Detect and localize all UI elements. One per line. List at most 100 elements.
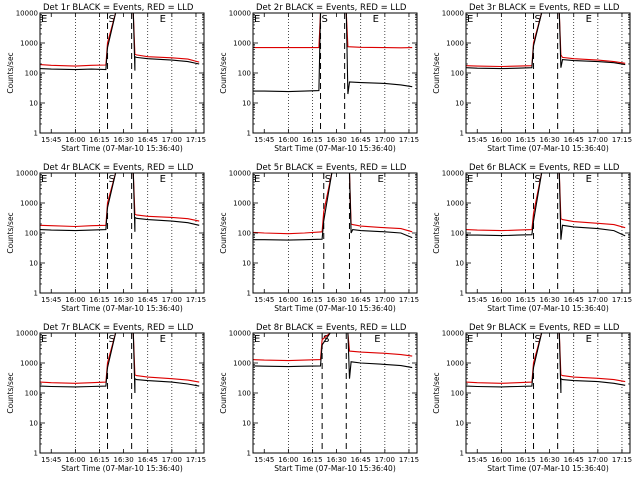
- x-tick-label: 16:45: [564, 296, 584, 304]
- plot-frame: [465, 172, 631, 294]
- x-tick-label: 15:45: [254, 296, 274, 304]
- y-tick-label: 1: [460, 450, 464, 458]
- y-axis-label: Counts/sec: [6, 372, 15, 413]
- y-tick-label: 10: [455, 100, 464, 108]
- x-axis-label: Start Time (07-Mar-10 15:36:40): [274, 464, 396, 473]
- y-tick-label: 1000: [20, 200, 38, 208]
- x-axis-label: Start Time (07-Mar-10 15:36:40): [274, 304, 396, 313]
- x-tick-label: 17:15: [612, 296, 632, 304]
- y-tick-label: 10000: [229, 10, 251, 18]
- end-marker: E: [373, 14, 379, 25]
- y-tick-label: 1000: [20, 360, 38, 368]
- lld-series-line: [253, 13, 413, 49]
- x-tick-label: 16:45: [351, 296, 371, 304]
- y-tick-label: 100: [25, 390, 38, 398]
- y-tick-label: 1: [247, 450, 251, 458]
- events-series-line: [40, 13, 200, 71]
- x-tick-label: 16:45: [564, 136, 584, 144]
- panel-title: Det 9r BLACK = Events, RED = LLD: [469, 323, 620, 333]
- x-tick-label: 16:45: [564, 456, 584, 464]
- x-tick-label: 16:00: [65, 136, 85, 144]
- y-axis-label: Counts/sec: [219, 52, 228, 93]
- x-tick-label: 16:45: [138, 296, 158, 304]
- plot-frame: [465, 12, 631, 134]
- end-marker: E: [467, 14, 473, 25]
- x-tick-label: 16:15: [515, 296, 535, 304]
- y-tick-label: 10: [29, 260, 38, 268]
- x-tick-label: 16:30: [540, 456, 560, 464]
- y-tick-label: 1000: [446, 360, 464, 368]
- y-tick-label: 10000: [16, 10, 38, 18]
- x-tick-label: 17:15: [399, 296, 419, 304]
- y-tick-label: 10000: [442, 10, 464, 18]
- y-tick-label: 100: [238, 390, 251, 398]
- y-tick-label: 1: [247, 130, 251, 138]
- x-tick-label: 16:00: [491, 456, 511, 464]
- y-tick-label: 10: [242, 100, 251, 108]
- plot-frame: [39, 172, 205, 294]
- end-marker: E: [374, 334, 380, 345]
- x-tick-label: 16:30: [114, 456, 134, 464]
- x-tick-label: 16:30: [327, 456, 347, 464]
- y-axis-label: Counts/sec: [432, 212, 441, 253]
- y-tick-label: 100: [238, 70, 251, 78]
- lld-series-line: [40, 13, 200, 67]
- x-tick-label: 16:15: [515, 136, 535, 144]
- x-tick-label: 17:00: [375, 296, 395, 304]
- x-tick-label: 15:45: [467, 456, 487, 464]
- y-axis-label: Counts/sec: [219, 372, 228, 413]
- plot-frame: [465, 332, 631, 454]
- panel-title: Det 5r BLACK = Events, RED = LLD: [256, 163, 407, 173]
- x-tick-label: 16:45: [351, 136, 371, 144]
- y-tick-label: 10: [29, 100, 38, 108]
- y-tick-label: 100: [451, 70, 464, 78]
- x-tick-label: 16:15: [89, 136, 109, 144]
- x-tick-label: 15:45: [254, 456, 274, 464]
- x-tick-label: 17:15: [399, 456, 419, 464]
- x-tick-label: 16:00: [491, 296, 511, 304]
- x-tick-label: 17:00: [162, 456, 182, 464]
- y-tick-label: 10: [242, 420, 251, 428]
- y-tick-label: 1000: [20, 40, 38, 48]
- end-marker: E: [160, 14, 166, 25]
- x-tick-label: 16:00: [65, 296, 85, 304]
- y-tick-label: 1000: [446, 200, 464, 208]
- y-tick-label: 1: [34, 290, 38, 298]
- start-marker: S: [535, 334, 541, 345]
- y-tick-label: 100: [25, 230, 38, 238]
- y-tick-label: 1000: [233, 200, 251, 208]
- start-marker: S: [325, 174, 331, 185]
- y-tick-label: 10: [242, 260, 251, 268]
- y-tick-label: 10: [455, 420, 464, 428]
- x-tick-label: 16:00: [278, 296, 298, 304]
- events-series-line: [253, 333, 413, 379]
- y-tick-label: 100: [25, 70, 38, 78]
- events-series-line: [466, 13, 626, 70]
- y-tick-label: 1000: [233, 360, 251, 368]
- events-series-line: [40, 333, 200, 394]
- x-tick-label: 16:45: [138, 456, 158, 464]
- end-marker: E: [160, 174, 166, 185]
- lld-series-line: [253, 173, 413, 235]
- y-tick-label: 100: [238, 230, 251, 238]
- y-tick-label: 10000: [16, 170, 38, 178]
- y-tick-label: 10: [29, 420, 38, 428]
- x-tick-label: 17:15: [186, 296, 206, 304]
- x-tick-label: 17:00: [162, 136, 182, 144]
- x-tick-label: 16:30: [327, 136, 347, 144]
- x-tick-label: 17:15: [612, 136, 632, 144]
- start-marker: S: [535, 14, 541, 25]
- end-marker: E: [254, 14, 260, 25]
- y-tick-label: 10000: [442, 330, 464, 338]
- y-tick-label: 100: [451, 230, 464, 238]
- panel-title: Det 1r BLACK = Events, RED = LLD: [43, 3, 194, 13]
- events-series-line: [466, 333, 626, 394]
- x-tick-label: 15:45: [467, 296, 487, 304]
- x-tick-label: 17:00: [588, 296, 608, 304]
- x-tick-label: 15:45: [41, 136, 61, 144]
- end-marker: E: [254, 174, 260, 185]
